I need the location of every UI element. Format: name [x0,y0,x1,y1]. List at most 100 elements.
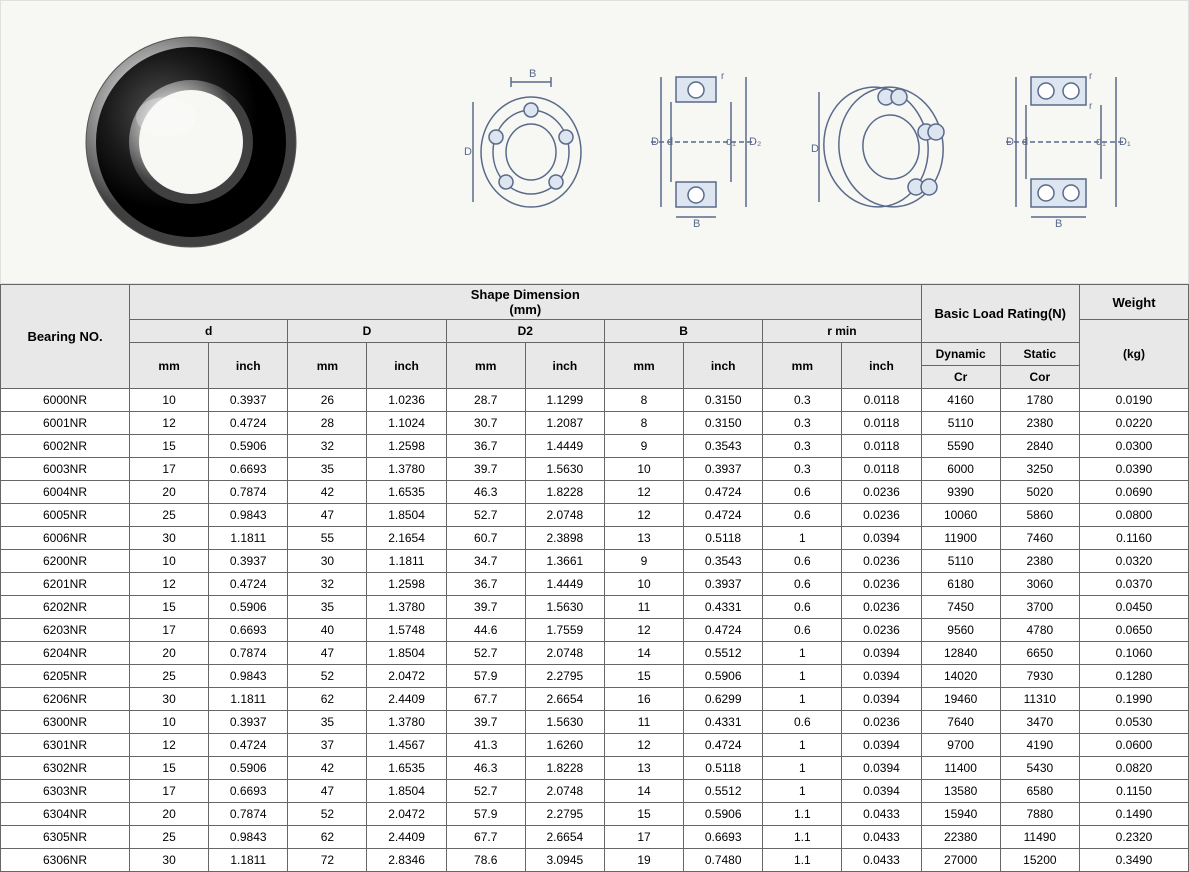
cell-D2_mm: 52.7 [446,780,525,803]
cell-d_in: 0.7874 [209,803,288,826]
cell-d_in: 0.9843 [209,665,288,688]
svg-text:d₁: d₁ [1096,136,1106,148]
cell-D2_mm: 46.3 [446,757,525,780]
cell-d_in: 0.3937 [209,550,288,573]
cell-r_mm: 0.6 [763,481,842,504]
cell-D2_mm: 67.7 [446,688,525,711]
cell-r_mm: 0.6 [763,504,842,527]
cell-cor: 5020 [1000,481,1079,504]
svg-text:d: d [667,136,673,148]
header-d-inch: inch [209,343,288,389]
cell-no: 6005NR [1,504,130,527]
cell-no: 6001NR [1,412,130,435]
cell-D2_mm: 57.9 [446,665,525,688]
header-bearing-no: Bearing NO. [1,285,130,389]
svg-text:B: B [529,68,536,80]
cell-r_mm: 1 [763,780,842,803]
cell-d_in: 0.6693 [209,619,288,642]
cell-D_in: 1.0236 [367,389,446,412]
header-weight: Weight [1080,285,1189,320]
cell-B_in: 0.3937 [684,458,763,481]
cell-no: 6000NR [1,389,130,412]
table-row: 6004NR200.7874421.653546.31.8228120.4724… [1,481,1189,504]
cell-d_in: 0.5906 [209,435,288,458]
cell-B_in: 0.4724 [684,504,763,527]
technical-diagrams: B D D d d₁ D₂ r B [461,57,1151,227]
diagram-cross-section-1: D d d₁ D₂ r B [631,57,781,227]
cell-B_mm: 13 [604,757,683,780]
cell-cr: 9700 [921,734,1000,757]
cell-D_mm: 47 [288,642,367,665]
cell-no: 6303NR [1,780,130,803]
cell-r_mm: 0.6 [763,573,842,596]
cell-D_in: 2.4409 [367,688,446,711]
cell-no: 6002NR [1,435,130,458]
cell-D2_in: 2.3898 [525,527,604,550]
cell-w: 0.0820 [1080,757,1189,780]
cell-r_mm: 1 [763,527,842,550]
header-shape-dimension: Shape Dimension(mm) [130,285,922,320]
cell-B_in: 0.5906 [684,803,763,826]
cell-d_mm: 10 [130,389,209,412]
cell-B_mm: 13 [604,527,683,550]
cell-d_in: 0.6693 [209,458,288,481]
cell-no: 6205NR [1,665,130,688]
table-row: 6201NR120.4724321.259836.71.4449100.3937… [1,573,1189,596]
table-row: 6304NR200.7874522.047257.92.2795150.5906… [1,803,1189,826]
cell-D2_in: 1.4449 [525,435,604,458]
header-weight-unit: (kg) [1080,320,1189,389]
cell-r_in: 0.0118 [842,458,921,481]
image-header-section: B D D d d₁ D₂ r B [0,0,1189,284]
cell-r_in: 0.0394 [842,665,921,688]
cell-D2_in: 1.3661 [525,550,604,573]
cell-B_mm: 17 [604,826,683,849]
cell-w: 0.0600 [1080,734,1189,757]
cell-no: 6300NR [1,711,130,734]
cell-D2_mm: 52.7 [446,504,525,527]
cell-D2_mm: 67.7 [446,826,525,849]
cell-d_mm: 12 [130,734,209,757]
cell-D2_mm: 39.7 [446,458,525,481]
cell-no: 6304NR [1,803,130,826]
cell-D2_in: 2.0748 [525,504,604,527]
cell-cr: 22380 [921,826,1000,849]
cell-r_in: 0.0118 [842,412,921,435]
cell-cor: 4780 [1000,619,1079,642]
cell-D2_in: 1.8228 [525,481,604,504]
cell-d_mm: 10 [130,550,209,573]
cell-r_mm: 0.3 [763,412,842,435]
cell-D2_mm: 57.9 [446,803,525,826]
cell-cor: 1780 [1000,389,1079,412]
cell-D_mm: 72 [288,849,367,872]
cell-D2_in: 2.2795 [525,665,604,688]
cell-cr: 5110 [921,412,1000,435]
cell-w: 0.0390 [1080,458,1189,481]
cell-D_in: 1.3780 [367,458,446,481]
diagram-cross-section-2: D d d₁ D₁ r r B [991,57,1151,227]
cell-w: 0.0690 [1080,481,1189,504]
header-rmin: r min [763,320,921,343]
header-D2-inch: inch [525,343,604,389]
cell-cr: 6180 [921,573,1000,596]
header-D-mm: mm [288,343,367,389]
cell-w: 0.1990 [1080,688,1189,711]
table-row: 6300NR100.3937351.378039.71.5630110.4331… [1,711,1189,734]
cell-D2_in: 2.0748 [525,642,604,665]
cell-D_in: 1.3780 [367,711,446,734]
cell-no: 6301NR [1,734,130,757]
svg-text:D: D [464,146,472,158]
svg-text:D: D [1006,136,1014,148]
cell-D_in: 1.8504 [367,780,446,803]
cell-D_mm: 62 [288,688,367,711]
cell-r_in: 0.0236 [842,504,921,527]
cell-w: 0.1150 [1080,780,1189,803]
cell-D_mm: 35 [288,458,367,481]
cell-w: 0.0220 [1080,412,1189,435]
cell-d_in: 1.1811 [209,527,288,550]
header-B-inch: inch [684,343,763,389]
header-cor: Cor [1000,366,1079,389]
cell-r_in: 0.0236 [842,619,921,642]
cell-w: 0.2320 [1080,826,1189,849]
cell-cr: 15940 [921,803,1000,826]
table-row: 6206NR301.1811622.440967.72.6654160.6299… [1,688,1189,711]
